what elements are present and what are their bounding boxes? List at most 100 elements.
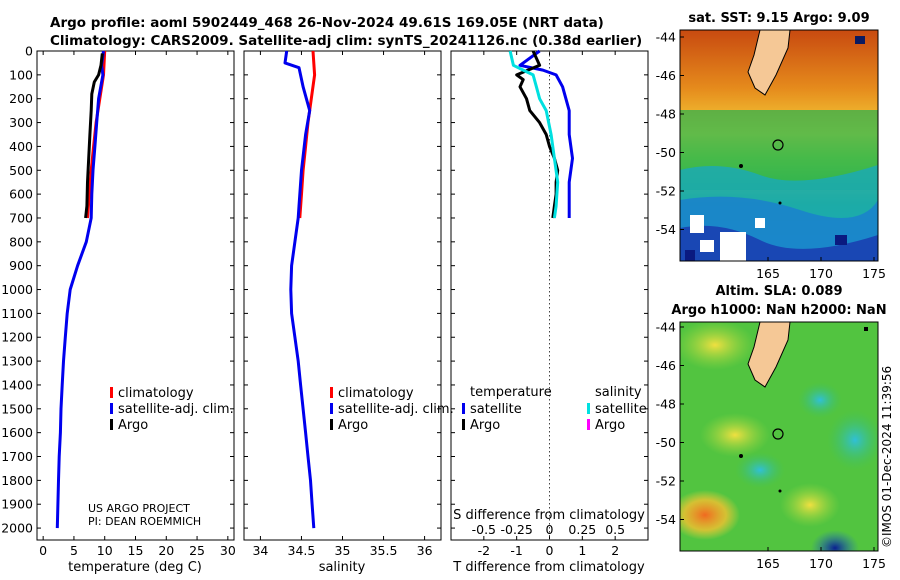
- legend-swatch-climatology: [110, 387, 113, 398]
- difference-x2tick-label: -0.25: [500, 522, 532, 537]
- depth-tick-label: 1400: [1, 377, 33, 392]
- difference-xtick-label: -2: [478, 543, 490, 558]
- temperature-series-satellite-adj-clim-: [55, 50, 105, 529]
- temperature-series-argo: [84, 53, 104, 219]
- depth-tick-label: 100: [9, 67, 33, 82]
- legend-label-argo: Argo: [338, 418, 368, 433]
- legend-swatch-argo: [110, 419, 113, 430]
- difference-xtick-label: -1: [510, 543, 522, 558]
- temperature-xtick-label: 20: [158, 543, 174, 558]
- legend-swatch-temp-argo: [462, 419, 465, 430]
- salinity-xtick-label: 34.5: [288, 543, 316, 558]
- legend-swatch-argo: [330, 419, 333, 430]
- map-ytick-label: -46: [656, 358, 676, 373]
- sst-argo-marker: [772, 139, 784, 151]
- map-ytick-label: -50: [656, 145, 676, 160]
- map-ytick-label: -48: [656, 397, 676, 412]
- difference-xtick-label: 0: [546, 543, 554, 558]
- sla-map-title-line2: Argo h1000: NaN h2000: NaN: [671, 303, 886, 318]
- temperature-plot-frame: [36, 50, 235, 541]
- legend-label-sal-argo: Argo: [595, 418, 625, 433]
- salinity-xtick-label: 36: [417, 543, 433, 558]
- difference-series-salinity-satellite: [508, 50, 560, 219]
- salinity-series-satellite-adj-clim-: [283, 50, 316, 529]
- temperature-xtick-label: 25: [189, 543, 205, 558]
- difference-xlabel: T difference from climatology: [452, 560, 645, 575]
- legend-label-climatology: climatology: [338, 386, 414, 401]
- temperature-legend: climatology satellite-adj. clim. Argo: [110, 386, 234, 433]
- temperature-xtick-label: 0: [39, 543, 47, 558]
- map-ytick-label: -54: [656, 512, 676, 527]
- salinity-plot-frame: [243, 50, 442, 541]
- legend-swatch-satellite: [110, 403, 113, 414]
- map-xtick-label: 175: [862, 266, 886, 281]
- salinity-xlabel: salinity: [319, 560, 366, 575]
- sst-map: [680, 30, 878, 261]
- salinity-xtick-label: 34: [252, 543, 268, 558]
- difference-legend: temperature salinity satellite Argo sate…: [462, 385, 647, 433]
- legend-swatch-sal-satellite: [587, 403, 590, 414]
- salinity-xtick-label: 35.5: [370, 543, 398, 558]
- difference-xtick-label: 2: [611, 543, 619, 558]
- sst-landmass: [747, 30, 791, 96]
- difference-x2tick-label: -0.5: [472, 522, 496, 537]
- difference-xtick-label: 1: [578, 543, 586, 558]
- legend-label-climatology: climatology: [118, 386, 194, 401]
- legend-label-sal-satellite: satellite: [595, 402, 647, 417]
- temperature-xlabel: temperature (deg C): [68, 560, 202, 575]
- depth-tick-label: 0: [25, 44, 33, 59]
- sla-argo-marker: [772, 428, 784, 440]
- legend-label-temp-satellite: satellite: [470, 402, 522, 417]
- salinity-legend: climatology satellite-adj. clim. Argo: [330, 386, 454, 433]
- sla-map-frame: [679, 321, 879, 552]
- map-ytick-label: -54: [656, 222, 676, 237]
- depth-tick-label: 200: [9, 91, 33, 106]
- depth-tick-label: 1500: [1, 401, 33, 416]
- difference-x2tick-label: 0.5: [605, 522, 625, 537]
- map-ytick-label: -48: [656, 107, 676, 122]
- sst-map-title: sat. SST: 9.15 Argo: 9.09: [688, 11, 869, 26]
- temperature-xtick-label: 5: [70, 543, 78, 558]
- depth-tick-label: 1900: [1, 497, 33, 512]
- depth-tick-label: 800: [9, 234, 33, 249]
- map-ytick-label: -46: [656, 68, 676, 83]
- depth-tick-label: 2000: [1, 521, 33, 536]
- depth-tick-label: 1700: [1, 449, 33, 464]
- legend-swatch-sal-argo: [587, 419, 590, 430]
- map-xtick-label: 170: [809, 556, 833, 571]
- sst-map-frame: [679, 29, 879, 262]
- depth-tick-label: 500: [9, 163, 33, 178]
- depth-tick-label: 300: [9, 115, 33, 130]
- credit-line2: PI: DEAN ROEMMICH: [88, 515, 201, 528]
- copyright-stamp: ©IMOS 01-Dec-2024 11:39:56: [880, 366, 894, 548]
- temperature-xtick-label: 30: [220, 543, 236, 558]
- depth-tick-label: 1800: [1, 473, 33, 488]
- legend-label-satellite: satellite-adj. clim.: [338, 402, 454, 417]
- credit-line1: US ARGO PROJECT: [88, 502, 190, 515]
- sla-map: [680, 322, 878, 551]
- difference-series-temperature-satellite: [518, 49, 574, 218]
- depth-tick-label: 400: [9, 139, 33, 154]
- map-ytick-label: -44: [656, 320, 676, 335]
- map-ytick-label: -52: [656, 184, 676, 199]
- difference-x2label: S difference from climatology: [453, 508, 645, 523]
- legend-swatch-temp-satellite: [462, 403, 465, 414]
- map-ytick-label: -50: [656, 435, 676, 450]
- legend-title-salinity: salinity: [595, 385, 642, 400]
- depth-tick-label: 600: [9, 187, 33, 202]
- sla-map-title-line1: Altim. SLA: 0.089: [716, 284, 843, 299]
- depth-tick-label: 1000: [1, 282, 33, 297]
- legend-label-satellite: satellite-adj. clim.: [118, 402, 234, 417]
- depth-tick-label: 1100: [1, 306, 33, 321]
- map-xtick-label: 175: [862, 556, 886, 571]
- difference-x2tick-label: 0.25: [568, 522, 596, 537]
- depth-tick-label: 700: [9, 210, 33, 225]
- difference-x2tick-label: 0: [546, 522, 554, 537]
- legend-label-temp-argo: Argo: [470, 418, 500, 433]
- figure-title-line2: Climatology: CARS2009. Satellite-adj cli…: [50, 33, 643, 49]
- map-xtick-label: 165: [756, 556, 780, 571]
- legend-swatch-climatology: [330, 387, 333, 398]
- depth-tick-label: 1600: [1, 425, 33, 440]
- map-xtick-label: 165: [756, 266, 780, 281]
